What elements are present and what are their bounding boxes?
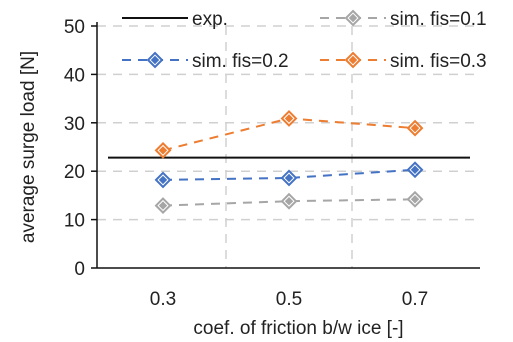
series-1-point-fill	[158, 201, 168, 210]
series-3-point-fill	[284, 114, 294, 123]
series-3-point-fill	[158, 146, 168, 155]
series-group	[154, 110, 424, 214]
tick-labels: 0 10 20 30 40 50 0.3 0.5 0.7	[64, 17, 428, 310]
legend-label: exp.	[192, 9, 228, 30]
y-tick-label: 40	[64, 65, 85, 86]
legend-item: sim. fis=0.2	[122, 51, 289, 72]
series-line-1	[162, 198, 416, 207]
x-axis-title: coef. of friction b/w ice [-]	[193, 318, 403, 339]
legend-label: sim. fis=0.1	[390, 9, 487, 30]
series-1-point-fill	[284, 197, 294, 206]
y-axis-title: average surge load [N]	[18, 51, 39, 243]
legend-marker-fill	[150, 55, 160, 65]
x-tick-label: 0.7	[402, 289, 428, 310]
series-2-point-fill	[410, 165, 420, 174]
x-tick-label: 0.5	[276, 289, 302, 310]
y-tick-label: 30	[64, 114, 85, 135]
legend-marker-fill	[348, 55, 358, 65]
x-tick-label: 0.3	[150, 289, 176, 310]
legend-label: sim. fis=0.2	[192, 51, 289, 72]
legend-label: sim. fis=0.3	[390, 51, 487, 72]
axes	[91, 22, 480, 269]
series-1-point-fill	[410, 195, 420, 204]
y-tick-label: 0	[74, 259, 85, 280]
y-tick-label: 50	[64, 17, 85, 38]
legend: exp. sim. fis=0.1 sim. fis=0.2 sim. fis=0.3	[122, 9, 487, 72]
y-tick-label: 10	[64, 211, 85, 232]
legend-item: sim. fis=0.1	[320, 9, 487, 30]
series-3-point-fill	[410, 123, 420, 133]
legend-marker-fill	[348, 13, 358, 23]
legend-item: exp.	[122, 9, 228, 30]
legend-item: sim. fis=0.3	[320, 51, 487, 72]
y-tick-label: 20	[64, 162, 85, 183]
series-2-point-fill	[158, 175, 168, 185]
series-2-point-fill	[284, 173, 294, 183]
series-line-2	[162, 168, 416, 181]
